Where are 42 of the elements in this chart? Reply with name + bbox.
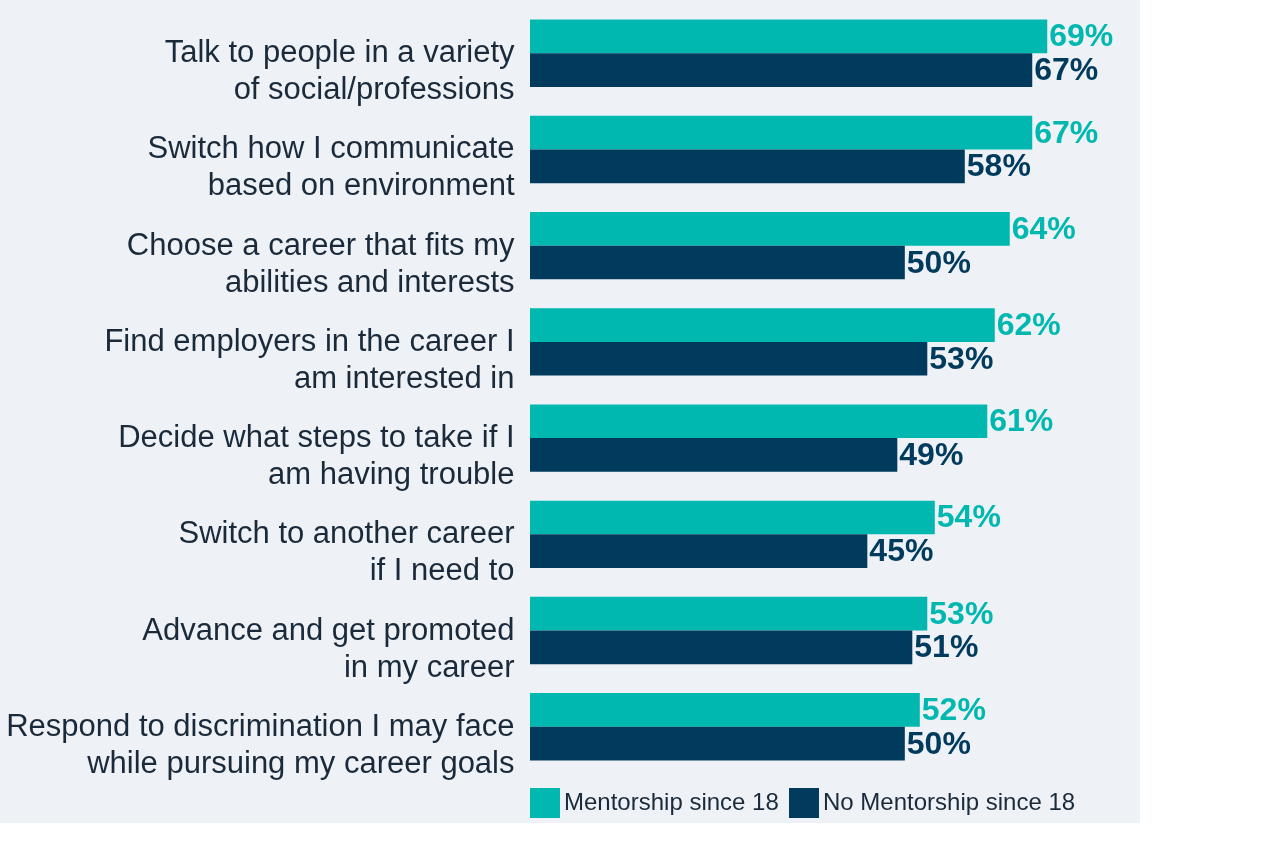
bar (530, 596, 928, 631)
y-tick-label: Switch how I communicate based on environment (147, 130, 515, 203)
bar (530, 404, 988, 439)
data-label: 64% (1011, 209, 1076, 246)
data-label: 61% (989, 402, 1054, 439)
data-label: 49% (899, 435, 964, 472)
bar (530, 149, 965, 184)
bar (530, 500, 935, 535)
bar (530, 308, 995, 342)
data-label: 69% (1049, 17, 1114, 54)
data-label: 52% (921, 690, 986, 727)
legend-label: No Mentorship since 18 (823, 788, 1076, 815)
data-label: 67% (1034, 51, 1099, 88)
y-tick-label: Talk to people in a variety of social/professions (164, 34, 515, 107)
bar (530, 534, 868, 568)
y-tick-label: Find employers in the career I am interested in (104, 322, 515, 395)
data-label: 51% (914, 628, 979, 665)
bar (530, 115, 1033, 150)
bar (530, 212, 1010, 246)
data-label: 67% (1034, 113, 1099, 150)
bar (530, 341, 928, 376)
legend-label: Mentorship since 18 (564, 788, 779, 815)
bar (530, 630, 913, 665)
bar (530, 693, 920, 727)
bar (530, 245, 905, 280)
y-tick-label: Switch to another career if I need to (178, 515, 515, 588)
y-tick-label: Choose a career that fits my abilities and interests (126, 226, 515, 299)
data-label: 50% (906, 243, 971, 280)
data-label: 62% (996, 306, 1061, 343)
bar (530, 726, 905, 761)
y-tick-label: Advance and get promoted in my career (142, 611, 515, 684)
data-label: 53% (929, 339, 994, 376)
y-tick-label: Respond to discrimination I may face while pursuing my career goals (6, 707, 515, 780)
data-label: 54% (936, 498, 1001, 535)
data-label: 58% (966, 147, 1031, 184)
data-label: 53% (929, 594, 994, 631)
bar (530, 19, 1048, 54)
bar (530, 53, 1033, 87)
y-tick-label: Decide what steps to take if I am having trouble (118, 419, 515, 492)
data-label: 45% (869, 532, 934, 569)
bar (530, 438, 898, 472)
data-label: 50% (906, 724, 971, 761)
